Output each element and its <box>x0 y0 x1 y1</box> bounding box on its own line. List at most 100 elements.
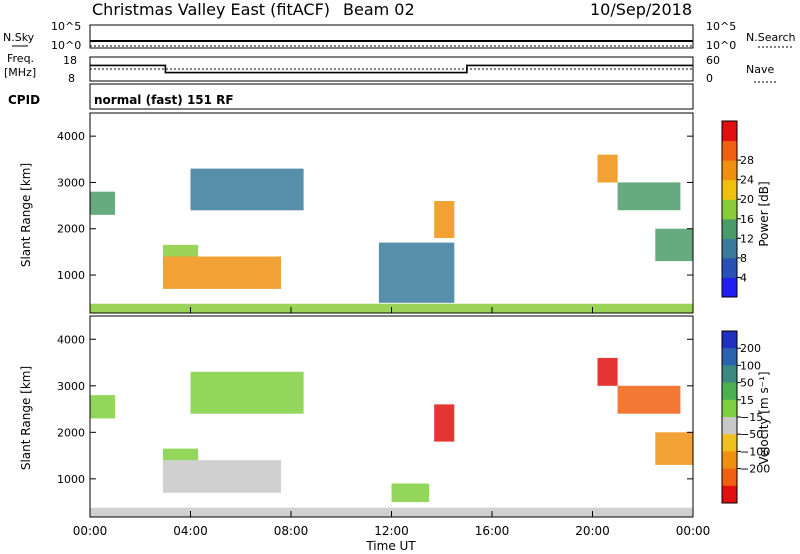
xtick-label-2: 08:00 <box>274 524 309 538</box>
velocity-ytick-label-2: 3000 <box>57 380 85 393</box>
velocity-colorbar-swatch-5 <box>722 417 737 435</box>
velocity-colorbar-label-0: 200 <box>740 342 761 355</box>
velocity-colorbar-swatch-7 <box>722 451 737 470</box>
power-region-3 <box>434 201 455 238</box>
freq-unit: [MHz] <box>4 66 36 79</box>
velocity-ytick-label-3: 4000 <box>57 333 85 346</box>
velocity-region-1 <box>162 448 199 461</box>
nsky-trace <box>90 40 693 47</box>
velocity-panel-ylabel: Slant Range [km] <box>19 366 33 470</box>
power-ytick-label-1: 2000 <box>57 223 85 236</box>
xtick-label-0: 00:00 <box>73 524 108 538</box>
power-colorbar-swatch-4 <box>722 199 737 220</box>
xtick-label-6: 00:00 <box>676 524 711 538</box>
station-title: Christmas Valley East (fitACF) <box>92 0 330 19</box>
power-ytick-label-2: 3000 <box>57 176 85 189</box>
cpid-strip-axes <box>89 83 694 110</box>
freq-line <box>90 64 693 74</box>
power-y-ticks: 1000 2000 3000 4000 <box>57 130 693 282</box>
cpid-label: CPID <box>8 93 40 107</box>
freq-label: Freq. <box>7 52 34 65</box>
velocity-ytick-label-1: 2000 <box>57 426 85 439</box>
power-colorbar-label-4: 20 <box>740 193 754 206</box>
power-region-0 <box>162 256 281 289</box>
power-ytick-label-3: 4000 <box>57 130 85 143</box>
power-region-4 <box>597 154 618 183</box>
beam-title: Beam 02 <box>343 0 415 19</box>
power-region-1 <box>162 244 199 257</box>
velocity-region-7 <box>90 395 116 419</box>
velocity-region-0 <box>162 460 281 493</box>
power-region-8 <box>190 168 304 211</box>
velocity-y-ticks: 1000 2000 3000 4000 <box>57 333 693 486</box>
nave-tick-top: 60 <box>706 54 720 67</box>
nsearch-label: N.Search <box>746 31 796 44</box>
velocity-colorbar-label-1: 100 <box>740 359 761 372</box>
velocity-region-4 <box>597 357 618 386</box>
velocity-ytick-label-0: 1000 <box>57 473 85 486</box>
date-title: 10/Sep/2018 <box>590 0 692 19</box>
nsky-strip-axes <box>89 24 694 49</box>
power-colorbar-swatch-6 <box>722 160 737 181</box>
power-colorbar-label-2: 12 <box>740 232 754 245</box>
power-colorbar-frame <box>721 120 738 298</box>
x-axis-label: Time UT <box>365 539 416 553</box>
nsearch-tick-top: 10^5 <box>706 20 736 33</box>
velocity-region-3 <box>434 404 455 442</box>
velocity-colorbar-swatch-2 <box>722 365 737 384</box>
power-colorbar-swatch-7 <box>722 140 737 161</box>
power-heatmap <box>90 154 693 313</box>
velocity-region-8 <box>190 371 304 414</box>
velocity-colorbar-label-6: −100 <box>740 445 770 458</box>
power-panel-ylabel: Slant Range [km] <box>19 163 33 267</box>
velocity-colorbar: 200 100 50 15 −15 −50 −100 −200 <box>721 330 770 504</box>
xtick-label-4: 16:00 <box>475 524 510 538</box>
power-colorbar-swatch-2 <box>722 238 737 259</box>
velocity-colorbar-swatch-6 <box>722 434 737 452</box>
power-colorbar-label-1: 8 <box>740 252 747 265</box>
xtick-label-1: 04:00 <box>173 524 208 538</box>
freq-trace <box>90 64 693 74</box>
velocity-colorbar-swatch-0 <box>722 331 737 349</box>
power-colorbar: 4 8 12 16 20 24 28 <box>721 120 754 298</box>
velocity-colorbar-label-5: −50 <box>740 428 763 441</box>
power-colorbar-swatch-3 <box>722 218 737 239</box>
xtick-label-3: 12:00 <box>374 524 409 538</box>
velocity-colorbar-swatch-9 <box>722 485 737 504</box>
power-colorbar-swatch-0 <box>722 277 737 298</box>
x-tick-labels: 00:00 04:00 08:00 12:00 16:00 20:00 00:00 <box>73 524 711 538</box>
velocity-colorbar-label: Velocity [m s⁻¹] <box>757 371 771 464</box>
velocity-x-ticks <box>89 511 694 517</box>
nsky-tick-bottom: 10^0 <box>51 39 81 52</box>
velocity-colorbar-label-2: 50 <box>740 377 754 390</box>
nsearch-tick-bottom: 10^0 <box>706 39 736 52</box>
cpid-text: normal (fast) 151 RF <box>94 93 234 107</box>
velocity-region-9 <box>391 483 430 503</box>
power-colorbar-label-3: 16 <box>740 213 754 226</box>
nave-tick-bottom: 0 <box>706 72 713 85</box>
power-colorbar-label: Power [dB] <box>757 181 771 246</box>
power-region-5 <box>617 182 681 211</box>
velocity-colorbar-label-3: 15 <box>740 394 754 407</box>
velocity-region-6 <box>655 432 693 465</box>
velocity-colorbar-label-4: −15 <box>740 411 763 424</box>
freq-tick-top: 18 <box>63 54 77 67</box>
nave-label: Nave <box>746 63 774 76</box>
velocity-colorbar-label-7: −200 <box>740 463 770 476</box>
power-region-7 <box>90 191 116 215</box>
freq-tick-bottom: 8 <box>68 72 75 85</box>
xtick-label-5: 20:00 <box>575 524 610 538</box>
power-region-9 <box>378 242 455 303</box>
power-region-6 <box>655 228 693 262</box>
power-colorbar-label-0: 4 <box>740 271 747 284</box>
power-colorbar-swatch-1 <box>722 257 737 278</box>
power-colorbar-label-5: 24 <box>740 174 754 187</box>
power-ytick-label-0: 1000 <box>57 269 85 282</box>
velocity-colorbar-swatch-4 <box>722 399 737 418</box>
velocity-heatmap <box>90 357 693 517</box>
velocity-colorbar-swatch-8 <box>722 468 737 487</box>
nsky-tick-top: 10^5 <box>51 20 81 33</box>
velocity-region-5 <box>617 385 681 414</box>
power-x-ticks <box>89 307 694 313</box>
